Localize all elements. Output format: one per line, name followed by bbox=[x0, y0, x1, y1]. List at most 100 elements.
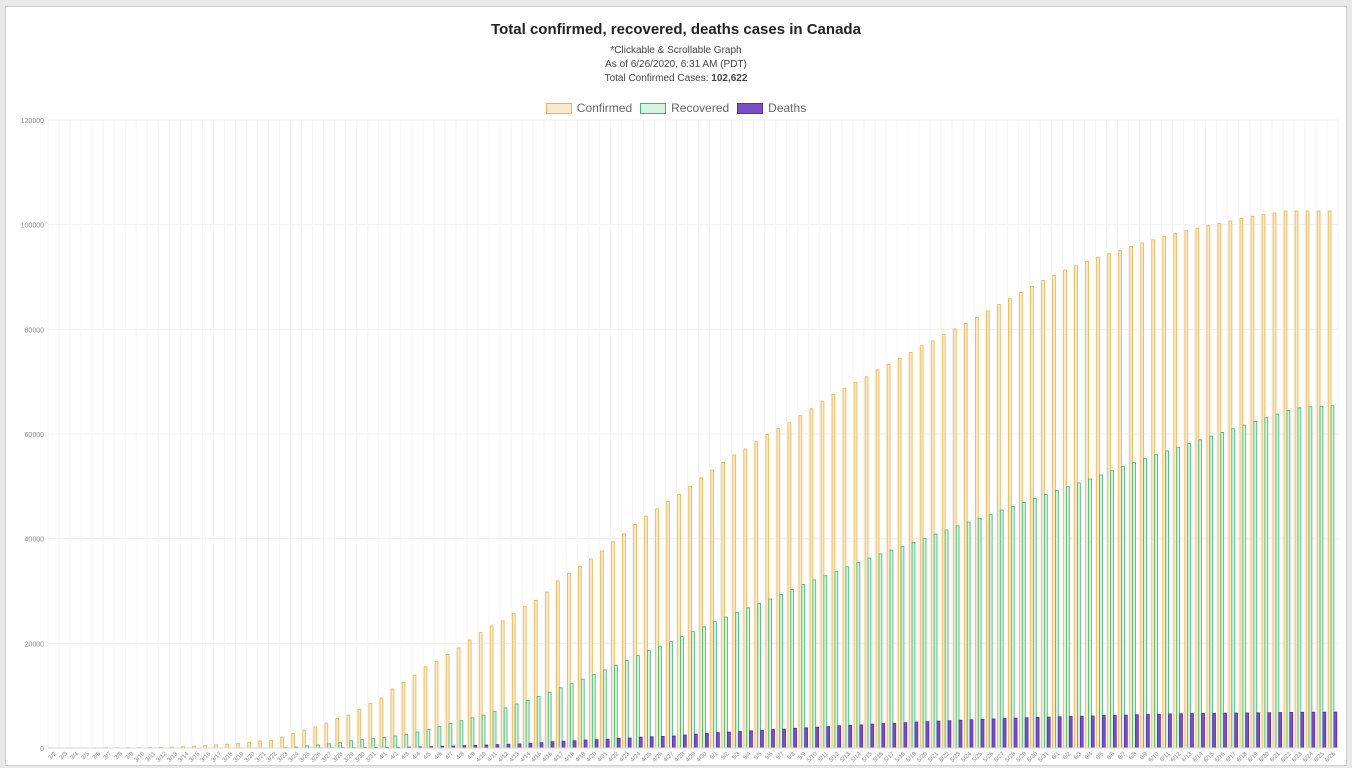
x-tick-label: 4/20 bbox=[586, 751, 599, 764]
bar-confirmed bbox=[1195, 227, 1200, 749]
bar-confirmed bbox=[291, 732, 296, 749]
bar-confirmed bbox=[522, 606, 527, 749]
x-tick-label: 6/25 bbox=[1313, 751, 1326, 764]
total-confirmed-value: 102,622 bbox=[711, 73, 748, 84]
x-tick-label: 4/29 bbox=[685, 751, 698, 764]
bar-deaths bbox=[892, 722, 897, 749]
bar-deaths bbox=[1068, 716, 1073, 749]
bar-confirmed bbox=[1085, 260, 1089, 749]
bar-confirmed bbox=[1162, 236, 1167, 749]
bar-confirmed bbox=[423, 666, 428, 749]
bar-recovered bbox=[1043, 494, 1048, 749]
bar-recovered bbox=[735, 612, 739, 749]
legend-swatch-confirmed bbox=[545, 102, 572, 114]
x-tick-label: 6/9 bbox=[1139, 751, 1150, 762]
bar-recovered bbox=[371, 738, 376, 749]
bar-recovered bbox=[1010, 505, 1015, 749]
bar-recovered bbox=[1088, 478, 1092, 749]
x-tick-label: 4/3 bbox=[401, 751, 412, 762]
bar-confirmed bbox=[511, 613, 516, 749]
x-tick-label: 6/20 bbox=[1258, 751, 1271, 764]
bar-recovered bbox=[955, 525, 960, 749]
bar-recovered bbox=[636, 655, 640, 749]
bar-confirmed bbox=[1074, 265, 1078, 749]
legend-item-confirmed[interactable]: Confirmed bbox=[545, 101, 633, 115]
bar-confirmed bbox=[864, 376, 869, 749]
bar-recovered bbox=[1275, 413, 1280, 749]
bar-recovered bbox=[536, 695, 541, 749]
x-tick-label: 3/16 bbox=[200, 751, 213, 764]
bar-confirmed bbox=[699, 477, 703, 749]
x-tick-label: 6/21 bbox=[1269, 751, 1282, 764]
bar-recovered bbox=[944, 529, 949, 749]
y-tick-label: 80000 bbox=[25, 327, 45, 334]
x-tick-label: 3/13 bbox=[167, 751, 180, 764]
x-tick-label: 3/22 bbox=[266, 751, 279, 764]
x-tick-label: 4/15 bbox=[531, 751, 544, 764]
x-tick-label: 6/24 bbox=[1302, 751, 1315, 764]
bar-deaths bbox=[616, 738, 621, 749]
bar-deaths bbox=[495, 744, 500, 749]
bar-recovered bbox=[1077, 482, 1081, 749]
legend-label-confirmed: Confirmed bbox=[576, 101, 633, 115]
bar-deaths bbox=[1024, 717, 1029, 749]
bar-confirmed bbox=[831, 393, 836, 749]
bar-recovered bbox=[658, 645, 662, 749]
x-tick-label: 3/6 bbox=[92, 751, 103, 762]
bar-confirmed bbox=[1107, 253, 1111, 749]
bar-confirmed bbox=[379, 697, 384, 749]
bar-confirmed bbox=[1294, 210, 1299, 749]
bar-recovered bbox=[558, 687, 563, 749]
x-tick-label: 4/21 bbox=[597, 751, 610, 764]
bar-recovered bbox=[757, 602, 761, 749]
legend-item-deaths[interactable]: Deaths bbox=[737, 101, 806, 115]
bar-deaths bbox=[837, 725, 842, 749]
bar-confirmed bbox=[456, 647, 461, 749]
bar-recovered bbox=[1319, 405, 1324, 749]
bar-confirmed bbox=[401, 682, 406, 749]
bar-recovered bbox=[1308, 406, 1313, 749]
x-tick-label: 5/16 bbox=[872, 751, 885, 764]
bar-deaths bbox=[605, 738, 610, 749]
x-tick-label: 4/8 bbox=[456, 751, 467, 762]
bar-confirmed bbox=[754, 441, 759, 749]
bar-confirmed bbox=[997, 304, 1001, 749]
bar-recovered bbox=[327, 743, 331, 749]
x-tick-label: 5/17 bbox=[883, 751, 896, 764]
x-tick-label: 5/2 bbox=[720, 751, 731, 762]
x-tick-label: 3/25 bbox=[299, 751, 312, 764]
bar-confirmed bbox=[467, 639, 472, 749]
bar-deaths bbox=[1146, 713, 1150, 749]
x-tick-label: 3/2 bbox=[48, 751, 59, 762]
legend-item-recovered[interactable]: Recovered bbox=[640, 101, 729, 115]
x-tick-label: 3/11 bbox=[145, 751, 158, 764]
bar-recovered bbox=[768, 598, 773, 749]
as-of-timestamp: As of 6/26/2020, 6:31 AM (PDT) bbox=[605, 59, 747, 70]
bar-recovered bbox=[1066, 486, 1070, 749]
bar-deaths bbox=[1245, 712, 1249, 749]
bar-confirmed bbox=[655, 508, 659, 749]
bar-confirmed bbox=[390, 688, 395, 749]
bar-deaths bbox=[771, 729, 775, 749]
x-tick-label: 5/30 bbox=[1027, 751, 1040, 764]
bar-recovered bbox=[922, 537, 927, 749]
bar-confirmed bbox=[1052, 275, 1056, 749]
y-tick-label: 20000 bbox=[25, 641, 45, 648]
legend-label-recovered: Recovered bbox=[671, 101, 730, 115]
bar-confirmed bbox=[732, 454, 737, 749]
bar-recovered bbox=[1209, 435, 1214, 749]
bar-recovered bbox=[988, 513, 993, 749]
bar-confirmed bbox=[335, 718, 340, 749]
bar-recovered bbox=[492, 710, 497, 749]
bar-recovered bbox=[1099, 474, 1103, 749]
bar-deaths bbox=[914, 721, 919, 749]
bar-confirmed bbox=[1206, 225, 1211, 749]
total-confirmed: Total Confirmed Cases: 102,622 bbox=[6, 72, 1346, 86]
bar-deaths bbox=[782, 728, 786, 749]
bar-confirmed bbox=[1228, 220, 1233, 749]
bar-confirmed bbox=[1272, 212, 1277, 749]
x-tick-label: 3/24 bbox=[288, 751, 301, 764]
bar-recovered bbox=[404, 734, 409, 749]
bar-deaths bbox=[1212, 712, 1216, 749]
